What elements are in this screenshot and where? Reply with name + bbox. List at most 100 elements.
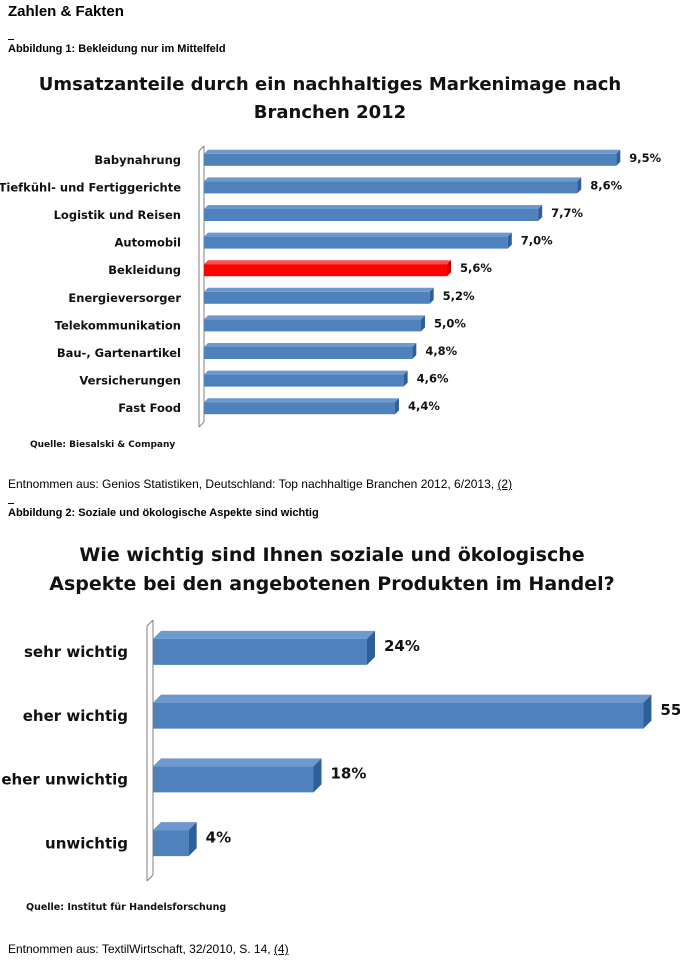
- axis-floor-edge: [146, 619, 154, 627]
- category-label-logistik-und-reisen: Logistik und Reisen: [54, 208, 181, 222]
- caption-rule: [8, 39, 14, 40]
- axis-floor-edge: [146, 874, 154, 882]
- category-label-bau-gartenartikel: Bau-, Gartenartikel: [57, 346, 181, 360]
- value-label-versicherungen: 4,6%: [417, 372, 449, 386]
- bar-eher-unwichtig: [153, 758, 322, 793]
- bar-front-face: [204, 153, 617, 166]
- figure-2-caption-text: Abbildung 2: Soziale und ökologische Asp…: [8, 507, 319, 519]
- figure-1-caption-text: Abbildung 1: Bekleidung nur im Mittelfel…: [8, 43, 226, 55]
- bar-bau-gartenartikel: [204, 343, 417, 359]
- bar-energieversorger: [204, 287, 434, 304]
- chart-title-line: Branchen 2012: [254, 102, 406, 123]
- bar-front-face: [204, 236, 508, 249]
- bar-front-face: [153, 766, 314, 793]
- figure-2-source-link[interactable]: (4): [273, 942, 289, 956]
- bar-top-face: [204, 205, 543, 209]
- bar-side-face: [577, 177, 582, 194]
- value-label-logistik-und-reisen: 7,7%: [551, 206, 583, 220]
- bar-top-face: [204, 315, 425, 320]
- axis-floor-edge: [198, 145, 205, 152]
- category-label-fast-food: Fast Food: [118, 401, 181, 415]
- category-label-bekleidung: Bekleidung: [108, 263, 181, 277]
- bar-telekommunikation: [204, 315, 425, 332]
- category-label-babynahrung: Babynahrung: [94, 153, 181, 167]
- bar-side-face: [367, 630, 375, 665]
- bar-sehr-wichtig: [153, 630, 375, 665]
- figure-2-caption: Abbildung 2: Soziale und ökologische Asp…: [8, 503, 319, 519]
- category-label-unwichtig: unwichtig: [45, 834, 128, 852]
- bar-unwichtig: [153, 822, 197, 857]
- bar-side-face: [538, 205, 543, 221]
- bar-side-face: [188, 822, 197, 857]
- figure-2-source: Entnommen aus: TextilWirtschaft, 32/2010…: [8, 942, 289, 956]
- value-label-telekommunikation: 5,0%: [434, 316, 466, 330]
- bar-top-face: [204, 149, 621, 154]
- figure-1-source-text: Entnommen aus: Genios Statistiken, Deuts…: [8, 477, 495, 491]
- chart-title-line: Umsatzanteile durch ein nachhaltiges Mar…: [39, 74, 621, 95]
- bar-front-face: [204, 264, 448, 277]
- bar-front-face: [204, 319, 421, 332]
- bar-top-face: [153, 758, 322, 767]
- bar-front-face: [204, 402, 395, 415]
- chart-title-line: Wie wichtig sind Ihnen soziale und ökolo…: [79, 544, 584, 566]
- category-label-automobil: Automobil: [115, 236, 181, 250]
- chart-source-label: Quelle: Biesalski & Company: [30, 440, 175, 450]
- value-label-eher-wichtig: 55%: [660, 701, 680, 719]
- bar-eher-wichtig: [153, 694, 652, 729]
- value-label-tiefkühl-und-fertiggerichte: 8,6%: [590, 178, 622, 192]
- bar-side-face: [429, 287, 434, 304]
- figure-1-source-link[interactable]: (2): [497, 477, 513, 491]
- bar-tiefkühl-und-fertiggerichte: [204, 177, 582, 194]
- bar-side-face: [412, 343, 417, 359]
- bar-bekleidung: [204, 260, 452, 277]
- category-label-eher-wichtig: eher wichtig: [23, 707, 128, 725]
- value-label-sehr-wichtig: 24%: [384, 637, 420, 655]
- chart-branchen-umsatzanteile: Umsatzanteile durch ein nachhaltiges Mar…: [0, 74, 662, 450]
- category-label-versicherungen: Versicherungen: [79, 374, 181, 388]
- bar-front-face: [153, 638, 367, 665]
- figure-2-source-text: Entnommen aus: TextilWirtschaft, 32/2010…: [8, 942, 271, 956]
- value-label-babynahrung: 9,5%: [629, 151, 661, 165]
- caption-rule: [8, 503, 14, 504]
- bar-fast-food: [204, 398, 399, 415]
- chart-source-label: Quelle: Institut für Handelsforschung: [26, 902, 226, 913]
- value-label-automobil: 7,0%: [521, 234, 553, 248]
- bar-top-face: [153, 694, 652, 703]
- category-label-telekommunikation: Telekommunikation: [55, 318, 181, 332]
- figure-1-source: Entnommen aus: Genios Statistiken, Deuts…: [8, 477, 512, 491]
- bar-top-face: [204, 370, 408, 375]
- value-label-energieversorger: 5,2%: [443, 289, 475, 303]
- bar-automobil: [204, 232, 512, 249]
- category-label-energieversorger: Energieversorger: [68, 291, 181, 305]
- bar-versicherungen: [204, 370, 408, 387]
- bar-front-face: [153, 830, 189, 857]
- category-label-tiefkühl-und-fertiggerichte: Tiefkühl- und Fertiggerichte: [0, 180, 181, 194]
- bar-front-face: [153, 702, 644, 729]
- bar-logistik-und-reisen: [204, 205, 543, 221]
- category-label-sehr-wichtig: sehr wichtig: [24, 643, 128, 661]
- bar-front-face: [204, 291, 430, 304]
- chart-wichtigkeit-aspekte: Wie wichtig sind Ihnen soziale und ökolo…: [1, 544, 680, 913]
- bar-side-face: [394, 398, 399, 415]
- bar-side-face: [643, 694, 652, 729]
- bar-top-face: [204, 232, 512, 237]
- bar-top-face: [153, 822, 197, 831]
- bar-top-face: [204, 398, 399, 403]
- bar-side-face: [616, 149, 621, 166]
- bar-side-face: [313, 758, 322, 793]
- bar-top-face: [153, 630, 375, 639]
- bar-side-face: [447, 260, 452, 277]
- axis-floor-edge: [198, 421, 205, 428]
- bar-front-face: [204, 209, 539, 221]
- bar-front-face: [204, 347, 413, 359]
- value-label-fast-food: 4,4%: [408, 399, 440, 413]
- bar-top-face: [204, 287, 434, 292]
- bar-top-face: [204, 260, 452, 265]
- bar-side-face: [403, 370, 408, 387]
- value-label-bau-gartenartikel: 4,8%: [425, 344, 457, 358]
- bar-babynahrung: [204, 149, 621, 166]
- figure-1-caption: Abbildung 1: Bekleidung nur im Mittelfel…: [8, 39, 226, 55]
- bar-top-face: [204, 343, 417, 347]
- chart-title-line: Aspekte bei den angebotenen Produkten im…: [49, 573, 614, 595]
- bar-side-face: [507, 232, 512, 249]
